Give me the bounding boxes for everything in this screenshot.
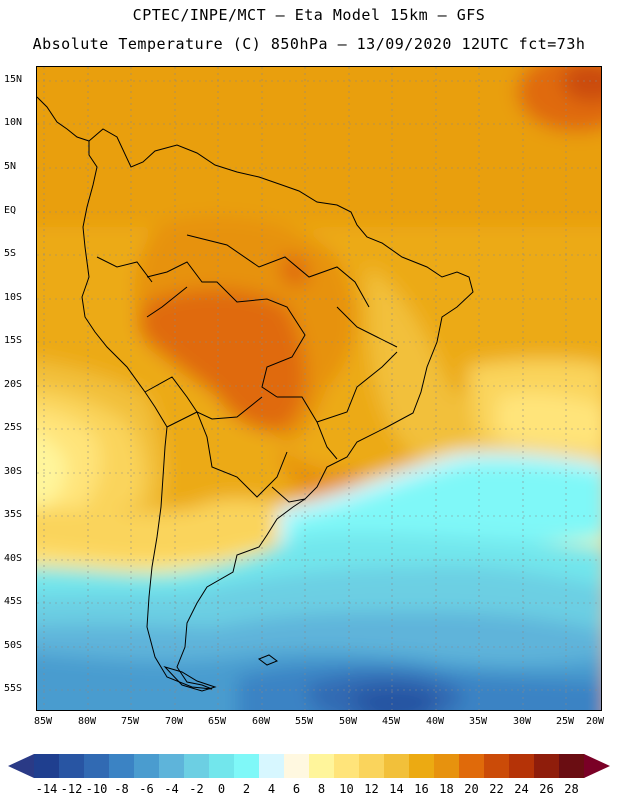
lat-label: EQ: [4, 205, 17, 216]
map-subtitle: Absolute Temperature (C) 850hPa – 13/09/…: [32, 35, 586, 53]
lat-label: 15N: [4, 74, 23, 85]
lon-label: 30W: [512, 716, 532, 727]
lon-label: 25W: [555, 716, 575, 727]
legend-label: 20: [464, 782, 479, 796]
legend-label: 18: [439, 782, 454, 796]
map-canvas: [37, 67, 601, 710]
legend-swatch: [109, 754, 135, 778]
lon-label: 80W: [77, 716, 97, 727]
legend-swatch: [509, 754, 535, 778]
lat-label: 10N: [4, 117, 23, 128]
legend-swatch: [484, 754, 510, 778]
lat-label: 35S: [4, 509, 23, 520]
legend-swatch: [534, 754, 560, 778]
legend-label: 2: [242, 782, 251, 796]
legend-swatch: [184, 754, 210, 778]
lat-label: 5S: [4, 248, 17, 259]
legend-label: 26: [539, 782, 554, 796]
legend-label: 16: [414, 782, 429, 796]
legend-label: 12: [364, 782, 379, 796]
lat-label: 50S: [4, 640, 23, 651]
legend-swatch: [259, 754, 285, 778]
legend-over-arrow: [584, 754, 610, 778]
lat-label: 55S: [4, 683, 23, 694]
lat-label: 5N: [4, 161, 17, 172]
legend-swatch: [559, 754, 585, 778]
legend-label: 0: [217, 782, 226, 796]
graticule: [37, 67, 601, 710]
legend-label: 8: [317, 782, 326, 796]
lon-label: 70W: [164, 716, 184, 727]
lon-label: 20W: [585, 716, 605, 727]
legend-label: -6: [139, 782, 154, 796]
legend-swatch: [384, 754, 410, 778]
lon-label: 85W: [33, 716, 53, 727]
lat-label: 20S: [4, 379, 23, 390]
lat-label: 10S: [4, 292, 23, 303]
legend-label: 4: [267, 782, 276, 796]
legend-swatch: [84, 754, 110, 778]
lon-label: 40W: [425, 716, 445, 727]
legend-label: -12: [60, 782, 83, 796]
lon-label: 50W: [338, 716, 358, 727]
legend-swatch: [409, 754, 435, 778]
lon-label: 65W: [207, 716, 227, 727]
lat-label: 40S: [4, 553, 23, 564]
temperature-field: [37, 67, 601, 710]
legend-label: 28: [564, 782, 579, 796]
legend-swatch: [134, 754, 160, 778]
legend-swatch: [334, 754, 360, 778]
lat-label: 30S: [4, 466, 23, 477]
temperature-map: [36, 66, 602, 711]
legend-swatch: [34, 754, 60, 778]
legend-swatch: [434, 754, 460, 778]
legend-label: 10: [339, 782, 354, 796]
lat-label: 25S: [4, 422, 23, 433]
legend-swatch: [284, 754, 310, 778]
legend-under-arrow: [8, 754, 34, 778]
legend-swatch: [59, 754, 85, 778]
legend-label: -8: [114, 782, 129, 796]
color-legend: [8, 754, 610, 778]
legend-swatch: [309, 754, 335, 778]
legend-label: -4: [164, 782, 179, 796]
legend-swatch: [209, 754, 235, 778]
lon-label: 55W: [294, 716, 314, 727]
continent-outline: [37, 96, 474, 692]
map-title: CPTEC/INPE/MCT – Eta Model 15km – GFS: [132, 6, 486, 24]
legend-label: -2: [189, 782, 204, 796]
legend-label: -10: [85, 782, 108, 796]
lon-label: 45W: [381, 716, 401, 727]
legend-label: 24: [514, 782, 529, 796]
lon-label: 75W: [120, 716, 140, 727]
legend-label: 6: [292, 782, 301, 796]
legend-label: 22: [489, 782, 504, 796]
legend-swatch: [359, 754, 385, 778]
legend-swatch: [234, 754, 260, 778]
legend-label: -14: [35, 782, 58, 796]
lat-label: 45S: [4, 596, 23, 607]
lon-label: 35W: [468, 716, 488, 727]
legend-label: 14: [389, 782, 404, 796]
legend-swatch: [459, 754, 485, 778]
lon-label: 60W: [251, 716, 271, 727]
legend-cells: [34, 754, 585, 778]
legend-swatch: [159, 754, 185, 778]
lat-label: 15S: [4, 335, 23, 346]
